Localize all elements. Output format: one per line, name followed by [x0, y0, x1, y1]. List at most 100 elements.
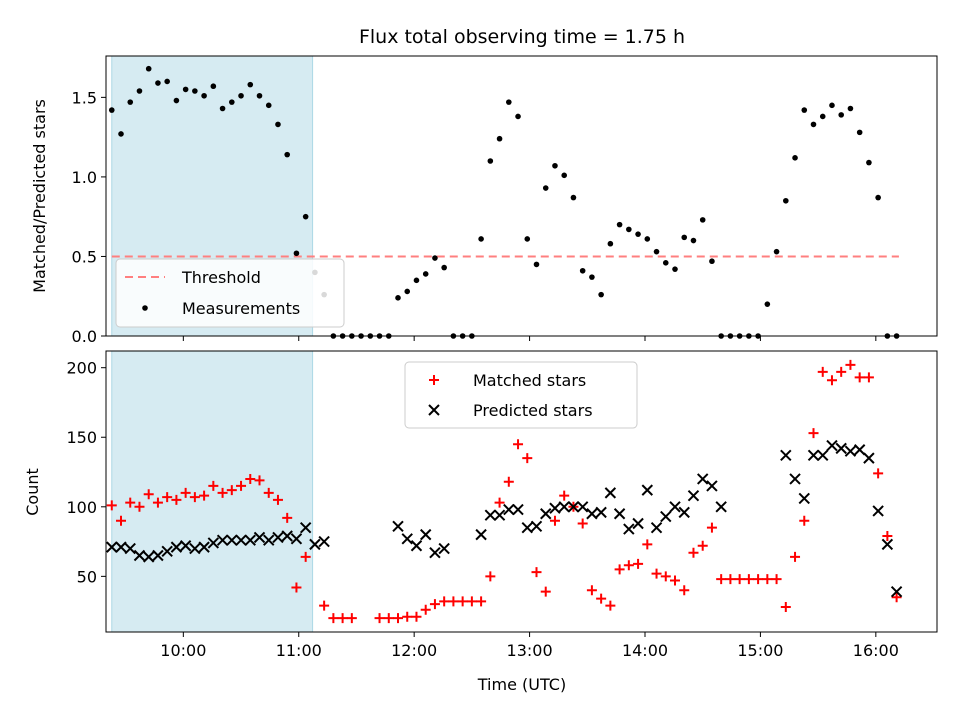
matched-star-point — [716, 574, 727, 585]
matched-star-point — [540, 586, 551, 597]
measurement-point — [552, 162, 558, 169]
predicted-star-point — [207, 537, 220, 549]
matched-star-point — [743, 574, 754, 585]
predicted-star-point — [549, 502, 561, 514]
predicted-star-point — [881, 538, 894, 551]
predicted-star-point — [309, 538, 321, 551]
matched-star-point — [614, 564, 625, 575]
matched-star-point — [882, 531, 893, 542]
measurement-point — [127, 99, 134, 105]
matched-star-point — [272, 494, 283, 505]
matched-star-point — [282, 512, 293, 523]
measurement-point — [229, 99, 235, 105]
top-axes-frame — [105, 55, 938, 337]
measurement-point — [598, 291, 604, 298]
predicted-star-point — [198, 541, 210, 553]
matched-star-point — [697, 540, 708, 551]
matched-star-point — [300, 551, 311, 562]
matched-star-point — [429, 599, 440, 610]
predicted-star-point — [576, 501, 589, 513]
predicted-star-point — [632, 517, 644, 530]
bottom-y-tick-label: 100 — [66, 498, 97, 517]
measurement-point — [219, 105, 226, 112]
predicted-star-point — [263, 534, 275, 546]
predicted-star-point — [826, 439, 838, 452]
matched-star-point — [808, 428, 819, 439]
measurement-point — [210, 83, 217, 90]
measurement-point — [506, 99, 512, 105]
predicted-star-point — [890, 585, 903, 598]
measurement-point — [810, 121, 817, 128]
measurement-point — [801, 107, 808, 113]
predicted-star-point — [835, 442, 847, 455]
predicted-star-point — [540, 508, 552, 520]
bottom-legend-box — [404, 361, 638, 429]
predicted-star-point — [780, 449, 792, 462]
predicted-star-point — [189, 542, 201, 555]
x-axis-label: Time (UTC) — [477, 675, 566, 694]
matched-star-point — [180, 487, 191, 498]
measurement-point — [561, 172, 568, 179]
matched-star-point — [439, 596, 450, 607]
predicted-star-point — [641, 484, 654, 496]
measurement-point — [838, 112, 845, 118]
matched-star-point — [393, 613, 404, 624]
matched-star-point — [549, 515, 560, 526]
x-tick-label: 15:00 — [737, 641, 783, 660]
matched-star-point — [374, 613, 385, 624]
measurement-point — [413, 277, 420, 284]
predicted-star-point — [669, 501, 681, 513]
measurement-point — [275, 121, 281, 128]
x-tick-label: 11:00 — [276, 641, 322, 660]
matched-star-point — [826, 375, 837, 386]
legend-predicted-swatch — [428, 404, 440, 416]
matched-star-point — [762, 574, 773, 585]
top-panel: 0.0 0.5 1.0 1.5 Threshold Measurements — [72, 55, 938, 346]
predicted-star-point — [687, 489, 700, 502]
matched-star-point — [836, 366, 847, 377]
measurement-point — [145, 65, 152, 72]
top-legend: Threshold Measurements — [115, 258, 345, 328]
matched-star-point — [586, 585, 597, 596]
matched-star-point — [485, 571, 496, 582]
matched-star-point — [633, 558, 644, 569]
predicted-star-point — [595, 506, 607, 519]
predicted-star-point — [613, 508, 626, 520]
x-tick-label: 10:00 — [160, 641, 206, 660]
matched-star-point — [725, 574, 736, 585]
predicted-star-point — [586, 508, 598, 520]
predicted-star-point — [124, 542, 136, 555]
matched-star-point — [448, 596, 459, 607]
matched-star-point — [605, 600, 616, 611]
matched-star-point — [503, 476, 514, 487]
measurement-point — [164, 78, 170, 85]
matched-star-point — [254, 475, 265, 486]
predicted-star-point — [244, 534, 256, 546]
predicted-star-point — [272, 531, 284, 544]
predicted-star-point — [299, 521, 312, 534]
matched-star-point — [263, 487, 274, 498]
predicted-star-point — [152, 549, 164, 562]
bottom-y-tick-label: 150 — [66, 428, 97, 447]
predicted-star-point — [567, 501, 580, 513]
matched-star-point — [217, 487, 228, 498]
predicted-star-point — [115, 541, 127, 553]
predicted-star-point — [678, 506, 690, 519]
predicted-star-point — [623, 523, 635, 535]
x-tick-label: 13:00 — [507, 641, 553, 660]
matched-star-point — [679, 585, 690, 596]
measurement-point — [699, 217, 706, 223]
matched-star-point — [873, 468, 884, 479]
measurement-point — [395, 295, 401, 301]
top-y-tick-label: 0.0 — [72, 327, 97, 346]
predicted-star-point — [530, 520, 543, 532]
measurement-point — [441, 264, 447, 271]
measurement-point — [681, 234, 688, 241]
predicted-star-point — [817, 449, 829, 462]
predicted-star-point — [807, 449, 820, 462]
legend-predicted-label: Predicted stars — [473, 401, 593, 420]
predicted-star-point — [696, 473, 709, 485]
matched-star-point — [817, 366, 828, 377]
predicted-star-point — [604, 487, 617, 499]
